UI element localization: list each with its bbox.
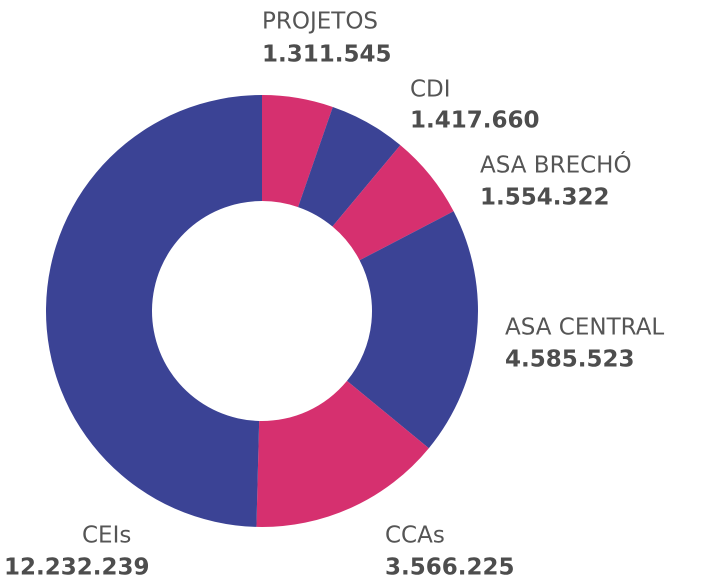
donut-segment (298, 106, 401, 227)
segment-value: 1.554.322 (480, 185, 610, 211)
segment-label: CEIs (82, 523, 131, 549)
donut-segment (332, 145, 454, 261)
segment-value: 12.232.239 (4, 555, 150, 581)
donut-segment (256, 380, 429, 527)
segment-label: PROJETOS (262, 9, 378, 35)
segment-label: ASA CENTRAL (505, 315, 664, 341)
segment-value: 4.585.523 (505, 347, 635, 373)
segment-label: CCAs (385, 523, 445, 549)
segment-value: 1.311.545 (262, 42, 392, 68)
donut-segment (262, 95, 333, 208)
donut-segment (346, 211, 479, 449)
segment-label: CDI (410, 77, 451, 103)
segment-value: 3.566.225 (385, 555, 515, 581)
segment-value: 1.417.660 (410, 108, 540, 134)
donut-segment (45, 95, 262, 527)
segment-label: ASA BRECHÓ (480, 151, 632, 179)
